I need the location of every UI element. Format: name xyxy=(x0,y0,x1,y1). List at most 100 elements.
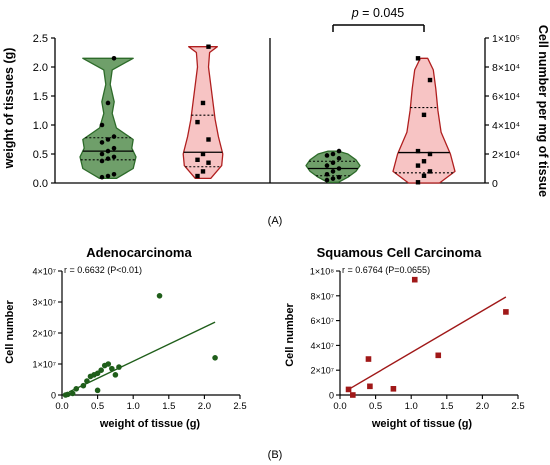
violin-point xyxy=(206,137,211,142)
panel-a: 0.0 0.5 1.0 1.5 2.0 2.5 0 2×10⁴ 4×10⁴ 6×10⁴ 8×10⁴… xyxy=(2,6,550,227)
violin-point xyxy=(195,173,200,179)
adeno-ylabel: Cell number xyxy=(4,300,16,364)
violin-2 xyxy=(305,150,361,183)
scatter-point xyxy=(503,309,509,315)
y-tick-label: 8×10⁷ xyxy=(310,291,334,301)
violin-point xyxy=(330,160,336,165)
panel-b-squamous: Squamous Cell Carcinoma r = 0.6764 (P=0.… xyxy=(284,245,525,430)
violin-point xyxy=(105,173,111,179)
x-tick-label: 1.5 xyxy=(162,401,175,412)
scatter-point xyxy=(367,383,373,390)
adeno-annotation: r = 0.6632 (P<0.01) xyxy=(64,265,142,275)
y-tick-label: 3×10⁷ xyxy=(32,298,56,308)
adeno-axes: 0.0 0.5 1.0 1.5 2.0 2.5 0 1×10⁷ 2×10⁷ 3×10⁷ 4×10⁷ xyxy=(32,267,246,413)
scc-ylabel: Cell number xyxy=(284,303,296,367)
scatter-point xyxy=(350,392,356,398)
y-tick-label: 0 xyxy=(329,391,334,401)
y-tick-label: 4×10⁷ xyxy=(32,267,56,277)
violin-point xyxy=(99,140,105,145)
scatter-point xyxy=(73,386,80,392)
violin-point xyxy=(99,122,105,128)
panel-b-adenocarcinoma: Adenocarcinoma r = 0.6632 (P<0.01) Cell … xyxy=(4,245,247,430)
violin-point xyxy=(111,56,117,61)
violin-point xyxy=(200,169,206,174)
left-y-tick-label: 1.0 xyxy=(33,120,48,132)
x-tick-label: 2.0 xyxy=(476,401,489,412)
x-tick-label: 1.5 xyxy=(440,401,453,412)
scatter-point xyxy=(212,355,218,361)
violin-left-axis: 0.0 0.5 1.0 1.5 2.0 2.5 xyxy=(33,33,271,190)
left-y-tick-label: 0.0 xyxy=(33,178,48,190)
violin-point xyxy=(99,174,105,180)
violin-point xyxy=(421,173,427,178)
violin-point xyxy=(324,163,330,168)
left-y-tick-label: 1.5 xyxy=(33,91,48,103)
violin-point xyxy=(330,176,336,181)
violin-left-ylabel: weight of tissues (g) xyxy=(2,48,16,170)
violin-point xyxy=(415,148,421,154)
p-value-annotation: p = 0.045 xyxy=(351,6,405,20)
left-y-tick-label: 0.5 xyxy=(33,149,48,161)
violins xyxy=(79,44,456,185)
scatter-point xyxy=(116,364,122,370)
violin-point xyxy=(336,148,342,154)
x-tick-label: 1.0 xyxy=(405,401,418,412)
violin-1 xyxy=(182,46,224,180)
right-y-tick-label: 8×10⁴ xyxy=(492,62,520,74)
violin-point xyxy=(105,148,111,154)
x-tick-label: 2.0 xyxy=(198,401,211,412)
x-tick-label: 2.5 xyxy=(233,401,246,412)
violin-point xyxy=(206,44,211,49)
panel-b-label: (B) xyxy=(268,449,283,461)
violin-point xyxy=(336,174,342,180)
y-tick-label: 4×10⁷ xyxy=(310,341,334,351)
right-y-tick-label: 1×10⁵ xyxy=(492,33,520,45)
x-tick-label: 2.5 xyxy=(511,401,524,412)
violin-point xyxy=(415,180,421,185)
violin-point xyxy=(200,100,206,106)
y-tick-label: 0 xyxy=(51,391,56,401)
violin-point xyxy=(336,156,342,161)
y-tick-label: 1×10⁸ xyxy=(310,267,334,277)
right-y-tick-label: 6×10⁴ xyxy=(492,91,520,103)
right-y-tick-label: 0 xyxy=(492,178,498,190)
violin-point xyxy=(336,166,342,171)
x-tick-label: 1.0 xyxy=(127,401,140,412)
right-y-tick-label: 4×10⁴ xyxy=(492,120,520,132)
scatter-point xyxy=(105,361,112,367)
violin-point xyxy=(111,154,117,160)
scatter-point xyxy=(365,356,372,362)
scc-marks xyxy=(345,276,509,398)
scatter-point xyxy=(69,390,76,397)
violin-right-axis: 0 2×10⁴ 4×10⁴ 6×10⁴ 8×10⁴ 1×10⁵ xyxy=(270,33,520,190)
adeno-title: Adenocarcinoma xyxy=(86,245,192,260)
scatter-point xyxy=(156,293,163,299)
violin-point xyxy=(324,153,330,158)
x-tick-label: 0.0 xyxy=(333,401,346,412)
left-y-tick-label: 2.5 xyxy=(33,33,48,45)
scatter-point xyxy=(80,382,87,389)
violin-point xyxy=(427,77,433,83)
regression-line xyxy=(348,296,507,391)
scatter-point xyxy=(98,367,104,374)
scatter-point xyxy=(84,378,90,384)
violin-point xyxy=(415,56,421,61)
scatter-point xyxy=(345,386,352,393)
violin-point xyxy=(195,157,200,162)
scatter-point xyxy=(112,372,119,378)
right-y-tick-label: 2×10⁴ xyxy=(492,149,520,161)
adeno-xlabel: weight of tissue (g) xyxy=(99,418,201,430)
scatter-point xyxy=(94,387,101,394)
y-tick-label: 2×10⁷ xyxy=(32,329,56,339)
violin-point xyxy=(105,156,111,161)
scatter-point xyxy=(435,352,442,359)
y-tick-label: 2×10⁷ xyxy=(310,366,334,376)
scc-xlabel: weight of tissue (g) xyxy=(371,418,473,430)
scatter-point xyxy=(64,391,71,398)
violin-3 xyxy=(392,57,456,184)
violin-point xyxy=(324,172,330,177)
violin-point xyxy=(111,172,117,177)
adeno-marks xyxy=(62,293,218,398)
violin-point xyxy=(206,160,211,165)
